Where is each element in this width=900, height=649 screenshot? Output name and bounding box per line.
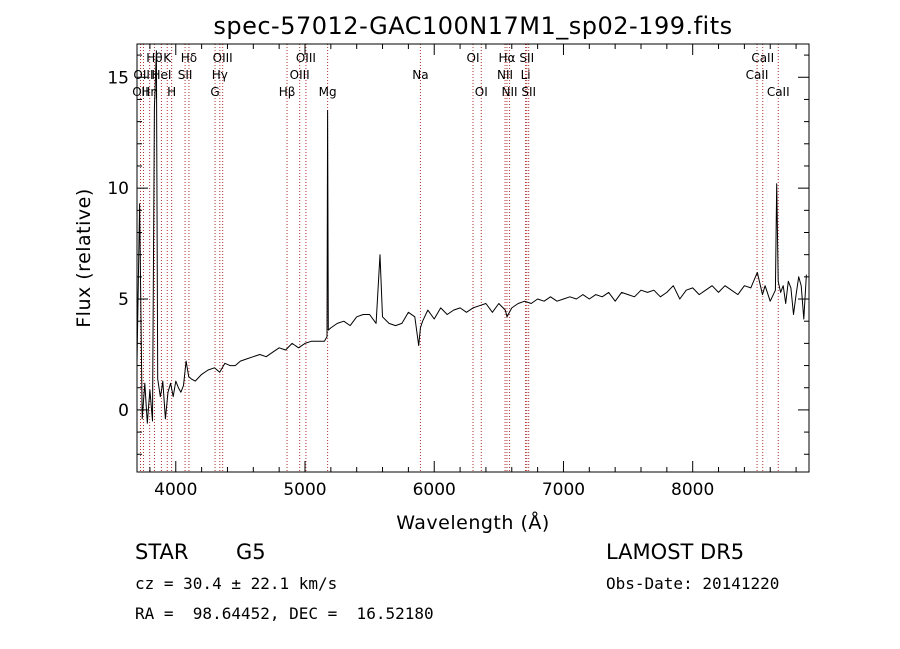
spectral-line-label: K xyxy=(163,51,172,65)
survey-name: LAMOST DR5 xyxy=(606,540,745,564)
spectral-line-label: Na xyxy=(412,68,428,82)
x-tick-label: 8000 xyxy=(671,480,714,500)
coordinates-readout: RA = 98.64452, DEC = 16.52180 xyxy=(135,604,434,623)
spectral-line-label: OII xyxy=(132,85,149,99)
spectral-line-label: OIII xyxy=(296,51,316,65)
spectral-line-label: OI xyxy=(475,85,488,99)
spectral-line-label: NII xyxy=(502,85,518,99)
spectrum-line xyxy=(136,50,807,424)
axis-ticks: 4000 5000 6000 7000 8000 0 5 10 15 xyxy=(107,44,809,500)
x-tick-label: 6000 xyxy=(413,480,456,500)
spectral-line-label: Hγ xyxy=(212,68,228,82)
x-tick-label: 5000 xyxy=(283,480,326,500)
x-tick-label: 7000 xyxy=(542,480,585,500)
spectral-line-label: Li xyxy=(521,68,531,82)
spectral-line-label: CaII xyxy=(746,68,769,82)
y-tick-label: 5 xyxy=(118,290,129,310)
object-class: STAR xyxy=(135,540,189,564)
spectral-line-labels: OIIOIIIHηHθHeIKHSIIHδGHγOIIIHβOIIIOIIIMg… xyxy=(132,51,789,99)
spectral-line-label: Mg xyxy=(319,85,337,99)
spectral-line-markers xyxy=(139,44,779,472)
y-axis-label: Flux (relative) xyxy=(73,188,95,328)
x-tick-label: 4000 xyxy=(154,480,197,500)
velocity-readout: cz = 30.4 ± 22.1 km/s xyxy=(135,574,338,593)
spectral-line-label: CaII xyxy=(767,85,790,99)
spectral-line-label: H xyxy=(167,85,176,99)
spectral-line-label: SII xyxy=(178,68,193,82)
observation-date: Obs-Date: 20141220 xyxy=(606,574,780,593)
spectral-line-label: OI xyxy=(467,51,480,65)
spectral-line-label: G xyxy=(210,85,219,99)
y-tick-label: 10 xyxy=(107,179,129,199)
spectral-line-label: SII xyxy=(519,51,534,65)
spectral-line-label: Hβ xyxy=(279,85,296,99)
y-tick-label: 0 xyxy=(118,401,129,421)
plot-frame xyxy=(136,43,810,473)
spectral-line-label: Hθ xyxy=(146,51,162,65)
chart-title: spec-57012-GAC100N17M1_sp02-199.fits xyxy=(213,12,732,40)
spectral-line-label: HeI xyxy=(151,68,171,82)
spectral-line-label: OIII xyxy=(290,68,310,82)
spectral-line-label: CaII xyxy=(751,51,774,65)
x-axis-label: Wavelength (Å) xyxy=(396,511,550,534)
spectral-line-label: Hη xyxy=(141,85,158,99)
spectral-line-label: OIII xyxy=(133,68,153,82)
spectrum-plot xyxy=(136,50,807,424)
spectral-line-label: NII xyxy=(497,68,513,82)
spectral-line-label: Hα xyxy=(499,51,516,65)
spectral-line-label: Hδ xyxy=(181,51,197,65)
spectral-line-label: OIII xyxy=(213,51,233,65)
object-subclass: G5 xyxy=(236,540,266,564)
spectral-line-label: SII xyxy=(521,85,536,99)
y-tick-label: 15 xyxy=(107,68,129,88)
